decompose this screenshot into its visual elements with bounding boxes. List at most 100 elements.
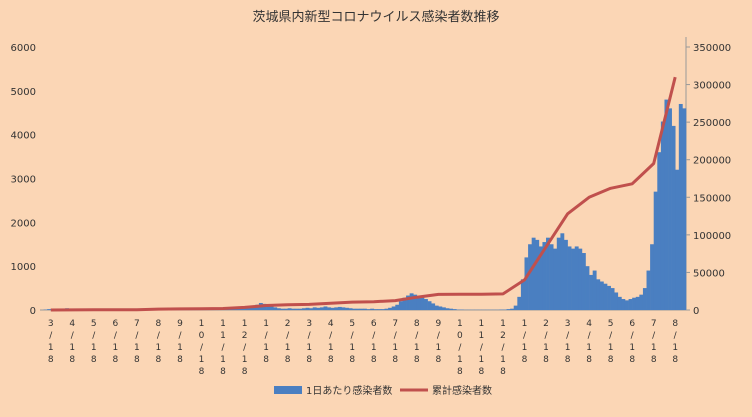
daily-bar [284, 309, 288, 310]
x-tick-label: 9/18 [436, 319, 442, 365]
x-tick-char: 1 [220, 355, 226, 365]
x-tick-char: / [566, 331, 570, 341]
x-tick-label: 4/18 [69, 319, 75, 365]
daily-bar [341, 307, 345, 310]
y-left-tick-label: 1000 [11, 262, 36, 273]
x-tick-char: 4 [328, 319, 334, 329]
daily-bar [629, 299, 633, 310]
x-tick-label: 8/18 [156, 319, 162, 365]
x-tick-char: 8 [629, 355, 635, 365]
x-tick-char: 2 [285, 319, 291, 329]
x-tick-char: 0 [199, 331, 205, 341]
x-tick-char: 1 [306, 343, 312, 353]
x-tick-label: 8/18 [672, 319, 678, 365]
x-tick-char: 5 [91, 319, 97, 329]
daily-bar [679, 104, 683, 310]
daily-bar [313, 307, 317, 310]
y-axis-right: 0500001000001500002000002500003000003500… [686, 43, 731, 317]
y-right-tick-label: 50000 [693, 268, 725, 279]
x-tick-char: 7 [134, 319, 140, 329]
x-tick-char: 1 [500, 319, 506, 329]
y-right-tick-label: 300000 [693, 81, 731, 92]
x-tick-char: 1 [522, 343, 528, 353]
x-tick-char: 8 [156, 355, 162, 365]
x-tick-char: 8 [414, 319, 420, 329]
x-tick-char: / [501, 343, 505, 353]
x-tick-char: 8 [672, 319, 678, 329]
x-tick-char: 8 [113, 355, 119, 365]
daily-bar [675, 170, 679, 310]
y-left-tick-label: 3000 [11, 175, 36, 186]
x-tick-char: / [71, 331, 75, 341]
x-tick-label: 10/18 [199, 319, 205, 377]
bars [44, 100, 687, 310]
daily-bar [611, 288, 615, 310]
y-right-tick-label: 350000 [693, 43, 731, 54]
daily-bar [424, 299, 428, 310]
daily-bar [510, 309, 514, 310]
y-right-tick-label: 250000 [693, 118, 731, 129]
x-tick-char: 8 [263, 355, 269, 365]
x-tick-char: 1 [220, 331, 226, 341]
x-tick-char: 1 [586, 343, 592, 353]
x-tick-char: / [308, 331, 312, 341]
y-left-tick-label: 5000 [11, 87, 36, 98]
x-tick-char: 1 [48, 343, 54, 353]
x-tick-char: 8 [156, 319, 162, 329]
x-tick-char: / [631, 331, 635, 341]
daily-bar [295, 309, 299, 310]
x-tick-char: / [415, 331, 419, 341]
daily-bar [650, 244, 654, 310]
x-tick-char: 3 [48, 319, 54, 329]
x-tick-char: 1 [156, 343, 162, 353]
x-tick-char: / [609, 331, 613, 341]
x-tick-label: 3/18 [48, 319, 54, 365]
daily-bar [388, 308, 392, 310]
x-tick-label: 6/18 [113, 319, 119, 365]
x-tick-char: 1 [608, 343, 614, 353]
x-tick-char: / [49, 331, 53, 341]
x-tick-char: / [372, 331, 376, 341]
daily-bar [345, 308, 349, 310]
x-tick-char: 1 [436, 343, 442, 353]
daily-bar [528, 244, 532, 310]
x-tick-char: / [351, 331, 355, 341]
x-tick-char: 1 [263, 319, 269, 329]
daily-bar [553, 249, 557, 310]
x-tick-char: 8 [328, 355, 334, 365]
daily-bar [596, 279, 600, 310]
x-tick-char: 8 [500, 367, 506, 377]
daily-bar [668, 108, 672, 310]
daily-bar [618, 297, 622, 310]
daily-bar [320, 307, 324, 310]
daily-bar [410, 293, 414, 310]
x-tick-char: 1 [629, 343, 635, 353]
x-tick-char: 8 [565, 355, 571, 365]
x-tick-char: 1 [113, 343, 119, 353]
x-tick-char: 1 [263, 343, 269, 353]
x-tick-char: 1 [651, 343, 657, 353]
x-tick-char: 8 [349, 355, 355, 365]
x-tick-label: 5 / 1 8 [608, 319, 614, 365]
daily-bar [277, 308, 281, 310]
daily-bar [657, 152, 661, 310]
x-tick-char: 8 [414, 355, 420, 365]
daily-bar [632, 298, 636, 310]
x-tick-char: 1 [134, 343, 140, 353]
x-tick-char: / [437, 331, 441, 341]
daily-bar [47, 309, 51, 310]
x-tick-label: 8/18 [414, 319, 420, 365]
daily-bar [298, 309, 302, 310]
x-tick-char: 8 [392, 355, 398, 365]
x-tick-char: 8 [608, 355, 614, 365]
daily-bar [431, 303, 435, 310]
x-tick-char: / [114, 331, 118, 341]
x-tick-char: 1 [479, 319, 485, 329]
x-tick-char: 8 [457, 367, 463, 377]
x-tick-char: 8 [134, 355, 140, 365]
daily-bar [607, 286, 611, 310]
daily-bar [603, 284, 607, 310]
x-tick-char: 5 [608, 319, 614, 329]
daily-bar [575, 246, 579, 310]
